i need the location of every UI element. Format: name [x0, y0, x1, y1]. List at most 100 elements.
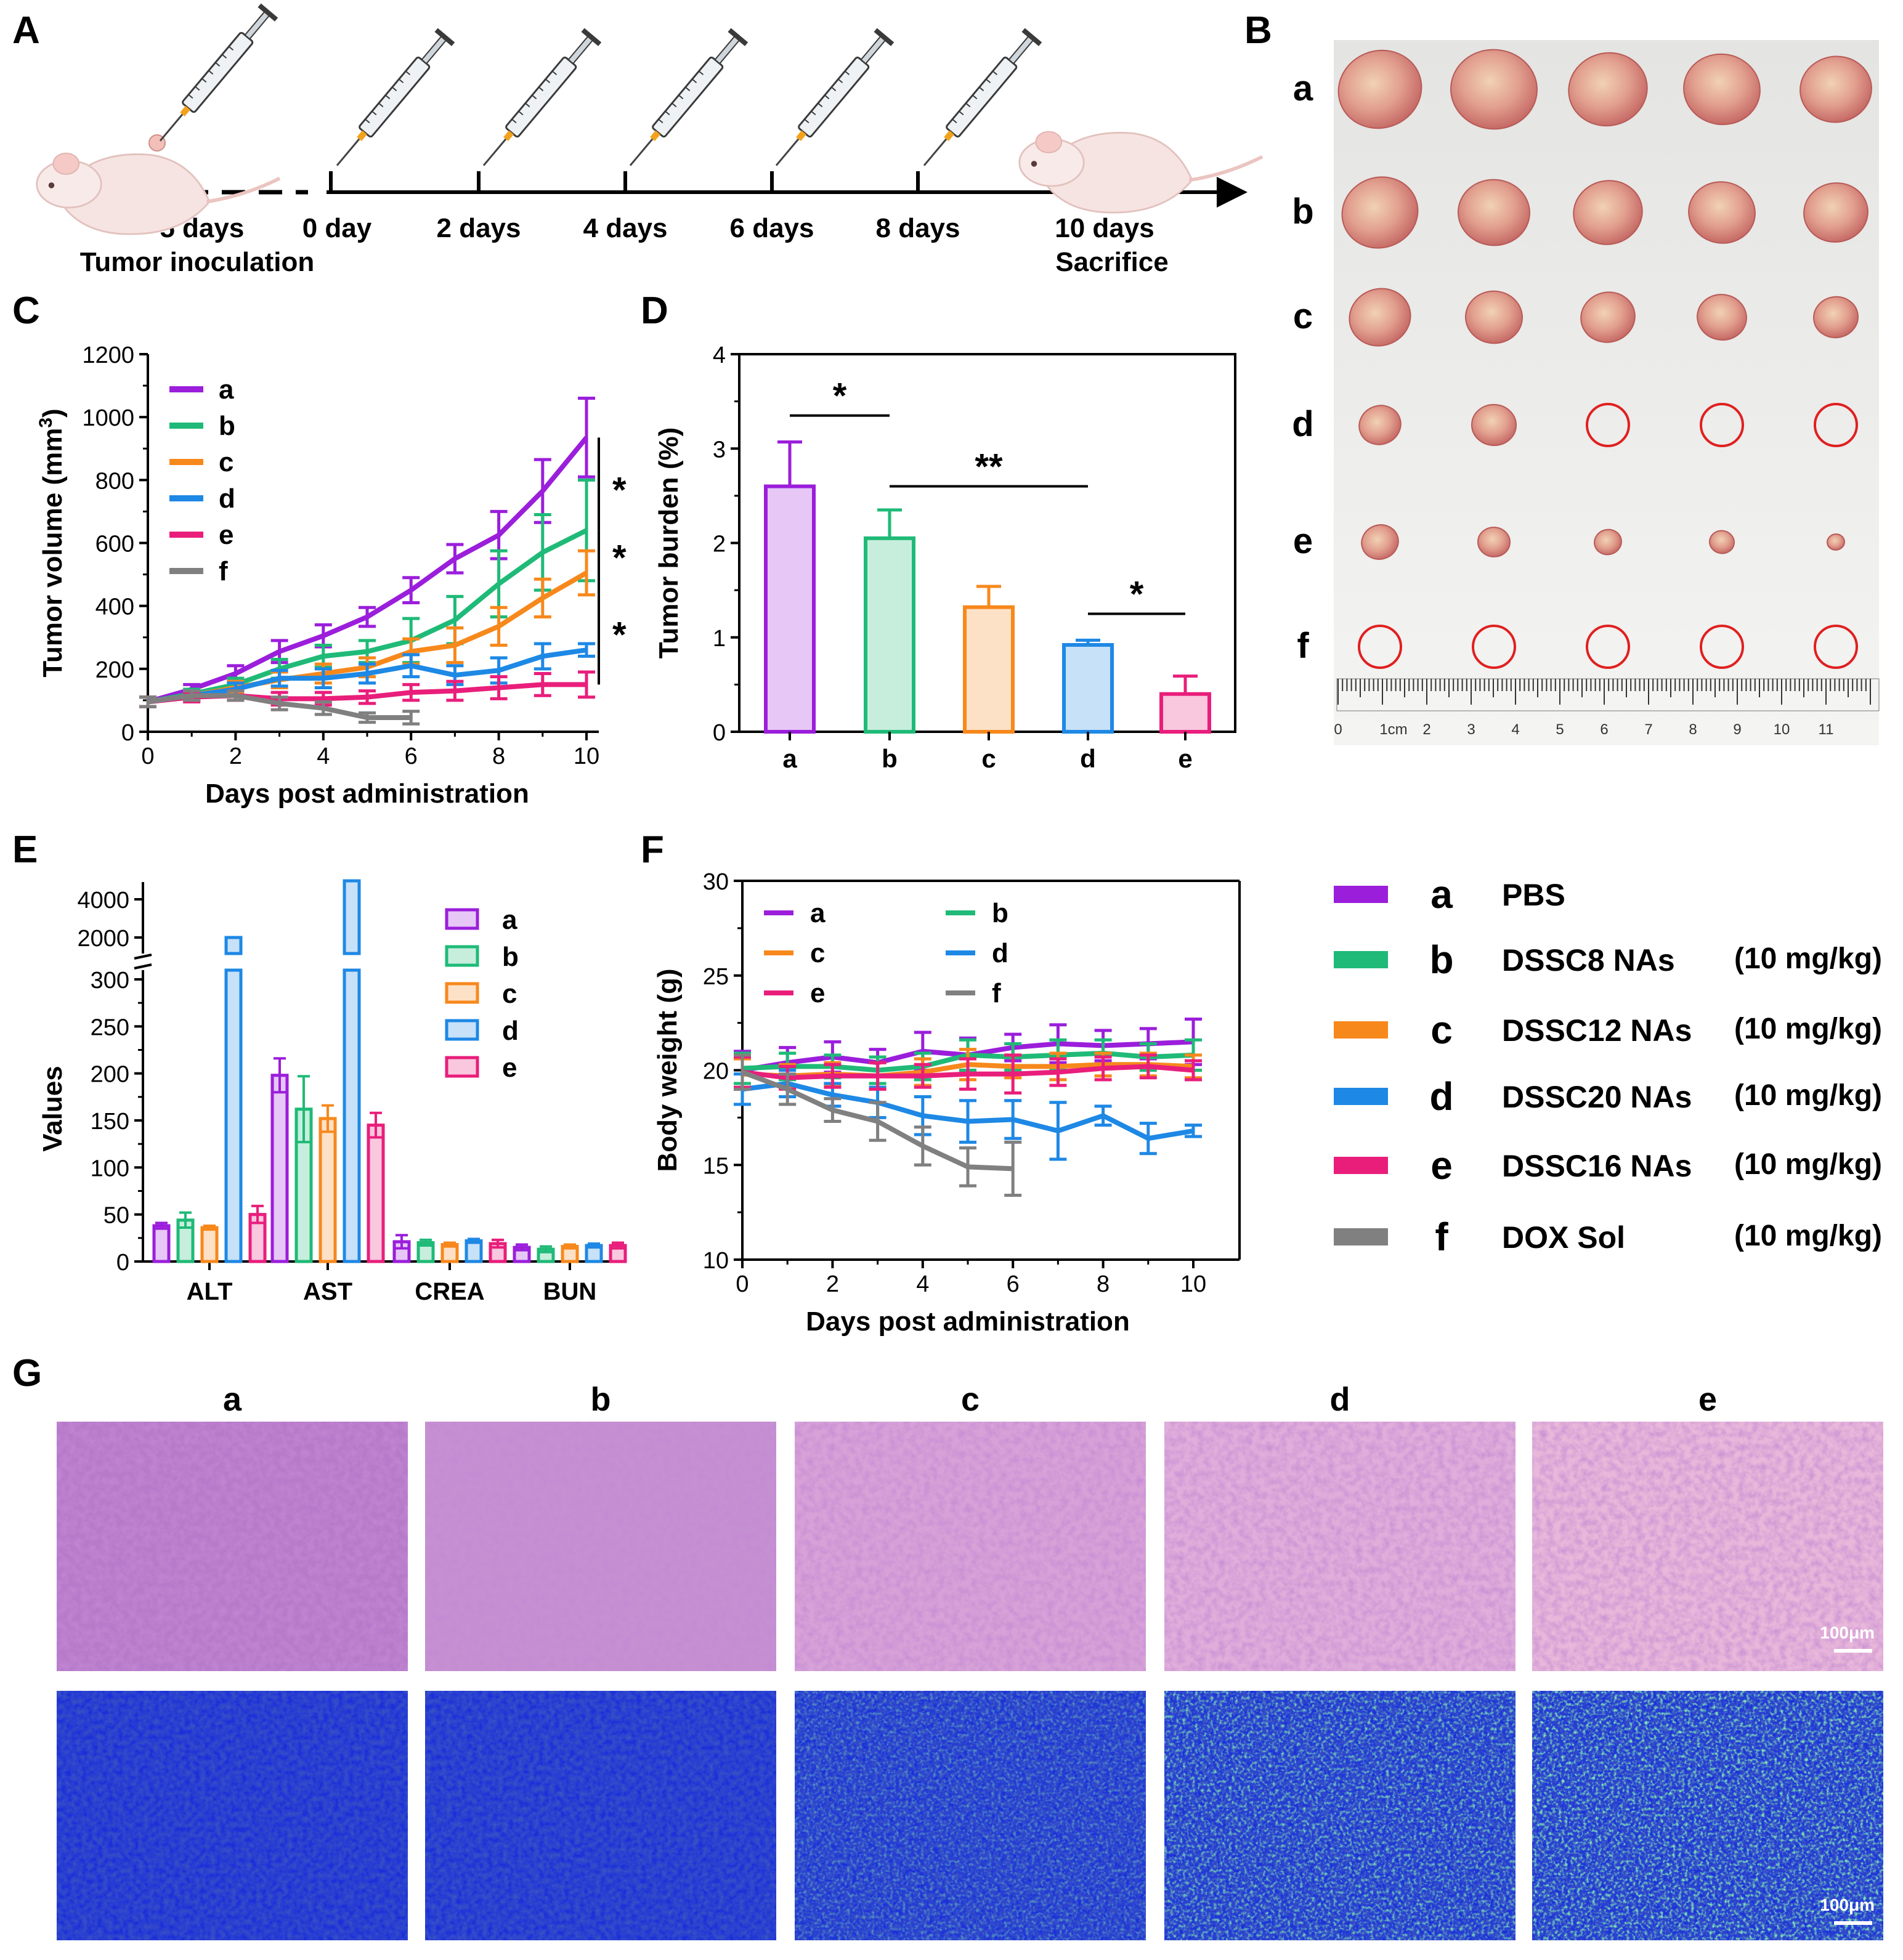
tunel-positive-signal	[1164, 1691, 1516, 1940]
histology-column-label: b	[591, 1381, 611, 1418]
syringe-icon	[482, 28, 602, 166]
tumor-specimen	[1813, 296, 1859, 339]
legend-label: b	[992, 898, 1008, 928]
y-tick-label: 0	[713, 720, 726, 746]
photo-row-label: e	[1293, 521, 1313, 561]
y-tick-label: 1	[713, 626, 726, 652]
ruler-label: 0	[1334, 721, 1342, 738]
series-line-d	[742, 1081, 1194, 1141]
empty-site-circle	[1472, 625, 1516, 669]
tumor-inoculation-label: Tumor inoculation	[80, 247, 315, 277]
tumor-specimen	[1573, 180, 1643, 245]
syringe-needle	[159, 113, 184, 142]
bar-e	[1159, 692, 1211, 734]
syringe-icon	[629, 28, 749, 166]
y-tick-label: 1000	[82, 405, 134, 431]
tumor-specimen	[1458, 179, 1530, 246]
legend-swatch	[445, 945, 479, 967]
timeline-panel: −5 days 0 day 2 days 4 days 6 days 8 days 10 d…	[36, 3, 1264, 277]
tunel-scale-bar-label: 100μm	[1820, 1895, 1875, 1914]
tunel-stain-image	[57, 1691, 408, 1940]
tumor-specimen	[1800, 55, 1872, 123]
panel-label-e: E	[12, 828, 38, 871]
y-tick-label: 800	[95, 468, 134, 494]
he-stain-image	[1532, 1422, 1883, 1671]
syringe-scale	[979, 86, 984, 92]
legend-treatment-name: DSSC20 NAs	[1502, 1080, 1692, 1114]
syringe-scale	[804, 118, 809, 124]
he-stain-image	[1164, 1422, 1516, 1671]
legend-swatch	[445, 1056, 479, 1078]
tumor-specimen	[1803, 182, 1869, 243]
ruler-label: 8	[1689, 721, 1697, 738]
tumor-specimen	[1471, 403, 1517, 447]
y-tick-label: 15	[703, 1153, 729, 1179]
syringe-scale	[525, 102, 530, 108]
x-tick-label: 4	[916, 1271, 929, 1297]
timeline-tick-label: 4 days	[583, 213, 668, 243]
mouse-eye	[1031, 161, 1037, 167]
syringe-plunger	[567, 35, 594, 65]
x-tick-label: b	[882, 744, 898, 773]
y-axis-title-superscript: 3	[36, 418, 56, 428]
timeline-tick-label: 2 days	[437, 213, 521, 243]
bar-b	[537, 1247, 555, 1263]
histology-column-label: a	[223, 1381, 242, 1418]
series-line-e	[742, 1064, 1194, 1080]
tumor-specimen	[1361, 524, 1399, 560]
histology-column-label: c	[961, 1381, 980, 1418]
bar-e	[609, 1244, 627, 1263]
syringe-plunger	[244, 10, 270, 40]
mouse-tail	[206, 176, 281, 204]
syringe-thumb	[258, 3, 278, 22]
tumor-specimen	[1697, 294, 1747, 341]
syringe-barrel	[182, 31, 254, 113]
histology-panel: a b c d e 100μm 100μm	[57, 1381, 1883, 1940]
syringe-scale	[398, 78, 404, 84]
legend-label: b	[219, 411, 235, 441]
legend-dose: (10 mg/kg)	[1734, 1013, 1882, 1045]
bar-d	[465, 1239, 483, 1263]
mouse-icon	[36, 152, 281, 235]
legend-swatch-d	[1334, 1088, 1388, 1105]
legend-label: a	[810, 898, 826, 928]
legend-swatch-a	[1334, 886, 1388, 903]
significance-mark: *	[1130, 574, 1144, 614]
syringe-needle	[482, 138, 507, 166]
syringe-thumb	[1021, 28, 1042, 46]
bar-a	[270, 1074, 289, 1263]
legend-swatch	[445, 908, 479, 930]
tumor-specimen	[1337, 49, 1422, 129]
syringe-scale	[195, 86, 200, 91]
empty-site-circle	[1358, 625, 1402, 669]
syringe-scale	[378, 102, 384, 108]
bar-d	[343, 879, 361, 955]
bar-d	[1062, 643, 1114, 734]
tumor-specimen	[1827, 533, 1845, 551]
x-tick-label: 8	[1097, 1271, 1110, 1297]
syringe-scale	[658, 118, 663, 124]
y-tick-label: 400	[95, 594, 134, 620]
tumor-volume-chart: 0 200 400 600 800 1000 1200 0 2 4 6 8 10 Days post ad…	[36, 342, 627, 809]
bar-b	[294, 1108, 313, 1263]
x-tick-label: AST	[303, 1278, 352, 1305]
syringe-scale	[952, 118, 957, 124]
photo-row-label: f	[1297, 626, 1309, 666]
syringe-plunger	[714, 35, 741, 65]
mouse-eye	[48, 182, 55, 188]
y-axis-title: Tumor volume (mm3)	[36, 408, 68, 677]
syringe-scale	[365, 118, 370, 124]
panel-label-a: A	[12, 9, 40, 52]
x-tick-label: 0	[736, 1271, 749, 1297]
he-stain-image	[795, 1422, 1146, 1671]
bar-c	[319, 1117, 337, 1263]
ruler-label: 2	[1422, 721, 1430, 738]
panel-label-g: G	[12, 1352, 42, 1395]
mouse-tail	[1188, 155, 1264, 182]
x-tick-label: 10	[1180, 1271, 1206, 1297]
bar-e	[367, 1124, 385, 1263]
y-axis-title: Values	[38, 1066, 68, 1151]
syringe-plunger	[860, 35, 887, 65]
legend-key: a	[1430, 872, 1453, 917]
series-line-b	[147, 528, 588, 705]
